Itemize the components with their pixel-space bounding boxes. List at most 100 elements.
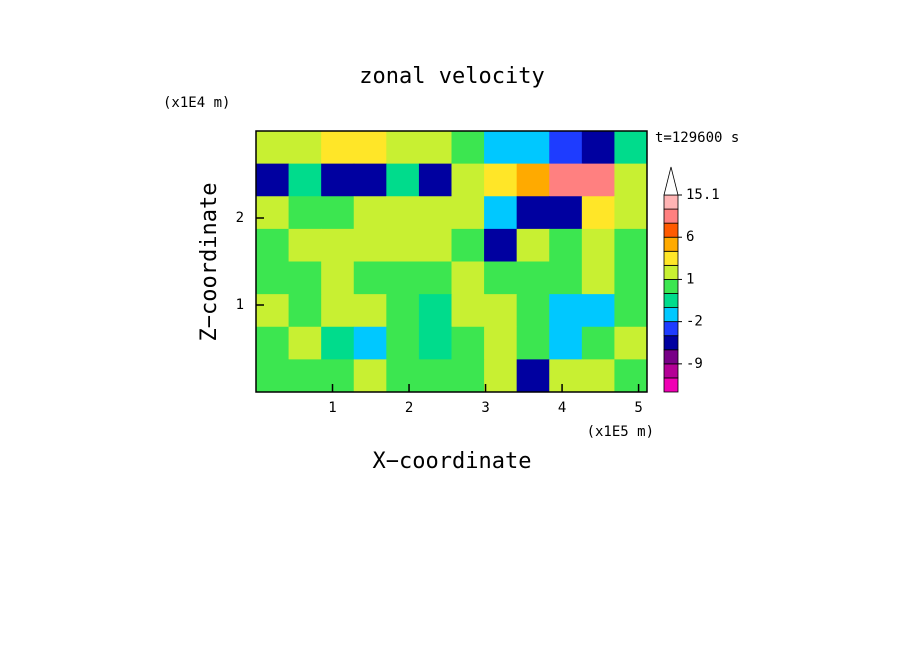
contour-cell <box>484 294 518 328</box>
colorbar-cell <box>663 236 679 252</box>
colorbar-tick-label: -2 <box>686 314 703 330</box>
colorbar-extension <box>663 166 679 196</box>
contour-cell <box>321 163 355 197</box>
contour-cell <box>614 163 648 197</box>
contour-cell <box>256 228 290 262</box>
contour-cell <box>256 163 290 197</box>
y-tick-label: 2 <box>236 210 244 226</box>
contour-cell <box>321 228 355 262</box>
contour-cell <box>614 261 648 295</box>
contour-cell <box>614 131 648 165</box>
contour-cell <box>386 163 420 197</box>
contour-cell <box>321 359 355 393</box>
contour-cell <box>256 294 290 328</box>
contour-cell <box>418 294 452 328</box>
contour-cell <box>581 261 615 295</box>
contour-cell <box>581 131 615 165</box>
contour-cell <box>614 196 648 230</box>
contour-cell <box>418 131 452 165</box>
colorbar-cell <box>663 208 679 224</box>
x-tick-label: 2 <box>405 400 413 416</box>
contour-cell <box>581 294 615 328</box>
contour-cell <box>614 228 648 262</box>
contour-cell <box>353 228 387 262</box>
contour-cell <box>451 326 485 360</box>
contour-cell <box>353 131 387 165</box>
contour-cell <box>288 261 322 295</box>
contour-cell <box>549 326 583 360</box>
contour-cell <box>516 261 550 295</box>
contour-cell <box>288 294 322 328</box>
contour-cell <box>549 131 583 165</box>
contour-cell <box>288 163 322 197</box>
contour-cell <box>256 131 290 165</box>
contour-cell <box>321 131 355 165</box>
annotation: t=129600 s <box>655 130 739 146</box>
contour-cell <box>581 196 615 230</box>
colorbar-cell <box>663 264 679 280</box>
colorbar-cell <box>663 194 679 210</box>
contour-cell <box>288 359 322 393</box>
contour-cell <box>516 326 550 360</box>
contour-cell <box>614 359 648 393</box>
x-tick-label: 5 <box>634 400 642 416</box>
contour-cell <box>256 196 290 230</box>
x-axis-title: X−coordinate <box>373 449 532 474</box>
x-axis-unit: (x1E5 m) <box>587 424 654 440</box>
contour-cell <box>614 326 648 360</box>
contour-cell <box>386 131 420 165</box>
contour-cell <box>516 131 550 165</box>
colorbar-cell <box>663 349 679 365</box>
x-tick-label: 1 <box>328 400 336 416</box>
x-tick-label: 4 <box>558 400 566 416</box>
contour-cell <box>549 163 583 197</box>
contour-cell <box>451 131 485 165</box>
contour-cell <box>516 294 550 328</box>
plot-frame <box>255 130 648 393</box>
contour-cell <box>451 228 485 262</box>
colorbar-tick-label: -9 <box>686 356 703 372</box>
contour-cell <box>484 261 518 295</box>
contour-cell <box>451 196 485 230</box>
contour-cell <box>581 326 615 360</box>
contour-cell <box>418 261 452 295</box>
contour-cell <box>418 359 452 393</box>
colorbar-tick-label: 6 <box>686 229 694 245</box>
contour-cell <box>256 326 290 360</box>
contour-cell <box>516 196 550 230</box>
contour-cell <box>386 228 420 262</box>
colorbar-cell <box>663 307 679 323</box>
contour-cell <box>549 228 583 262</box>
contour-cell <box>516 228 550 262</box>
y-axis-unit: (x1E4 m) <box>163 95 230 111</box>
x-tick-label: 3 <box>481 400 489 416</box>
colorbar-cell <box>663 335 679 351</box>
contour-cell <box>484 196 518 230</box>
contour-cell <box>418 228 452 262</box>
contour-cell <box>353 196 387 230</box>
colorbar-cell <box>663 279 679 294</box>
contour-cell <box>256 359 290 393</box>
contour-cell <box>321 196 355 230</box>
contour-cell <box>451 163 485 197</box>
colorbar-cell <box>663 377 679 393</box>
colorbar-cell <box>663 222 679 238</box>
contour-cell <box>353 261 387 295</box>
contour-cell <box>386 261 420 295</box>
y-axis-title: Z−coordinate <box>197 183 222 342</box>
y-tick-label: 1 <box>236 297 244 313</box>
colorbar-cell <box>663 293 679 308</box>
contour-cell <box>484 326 518 360</box>
colorbar-cell <box>663 250 679 266</box>
contour-cell <box>353 359 387 393</box>
colorbar-cell <box>663 363 679 379</box>
contour-cell <box>288 196 322 230</box>
contour-cell <box>321 294 355 328</box>
contour-cell <box>386 294 420 328</box>
contour-cell <box>516 359 550 393</box>
contour-cell <box>288 131 322 165</box>
contour-cell <box>418 326 452 360</box>
contour-cell <box>484 163 518 197</box>
contour-cell <box>386 196 420 230</box>
